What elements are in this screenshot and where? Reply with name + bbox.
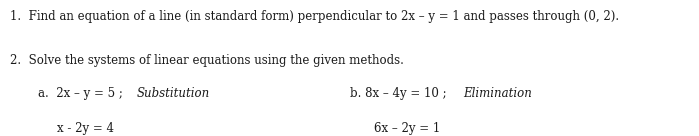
Text: 6x – 2y = 1: 6x – 2y = 1 — [374, 122, 440, 135]
Text: b. 8x – 4y = 10 ;: b. 8x – 4y = 10 ; — [350, 87, 450, 100]
Text: 1.  Find an equation of a line (in standard form) perpendicular to 2x – y = 1 an: 1. Find an equation of a line (in standa… — [10, 10, 619, 23]
Text: Elimination: Elimination — [463, 87, 532, 100]
Text: 2.  Solve the systems of linear equations using the given methods.: 2. Solve the systems of linear equations… — [10, 54, 403, 67]
Text: x - 2y = 4: x - 2y = 4 — [57, 122, 115, 135]
Text: a.  2x – y = 5 ;: a. 2x – y = 5 ; — [38, 87, 127, 100]
Text: Substitution: Substitution — [137, 87, 210, 100]
